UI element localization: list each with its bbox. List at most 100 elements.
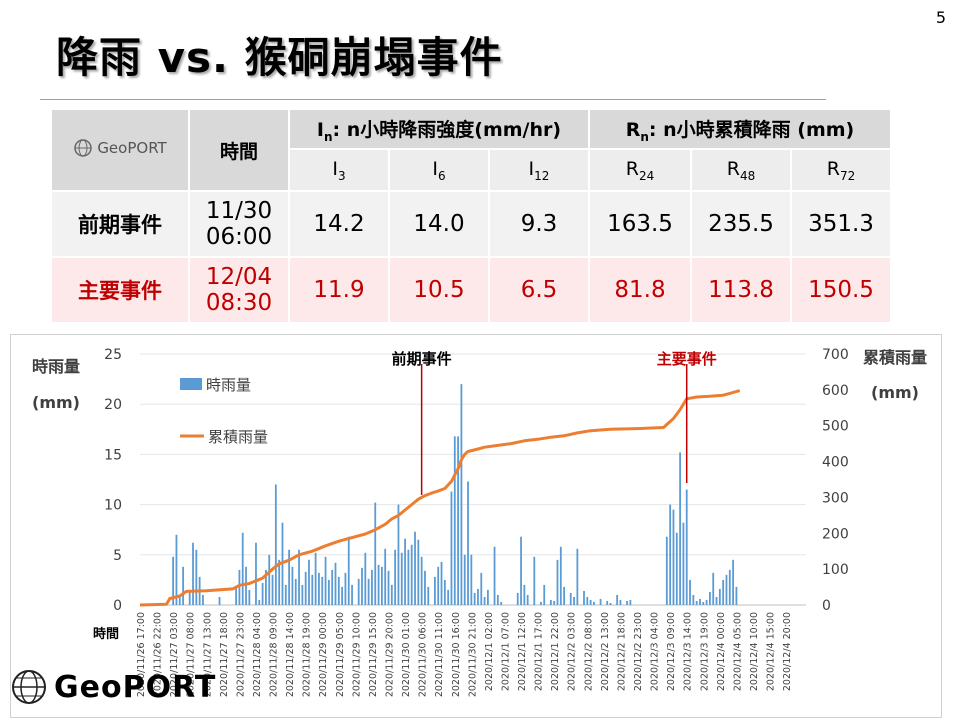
- right-tick-label: 200: [822, 526, 849, 542]
- left-tick-label: 25: [104, 347, 122, 363]
- intensity-header: In: n小時降雨強度(mm/hr): [288, 108, 590, 150]
- x-tick-label: 2020/11/30 06:00: [418, 612, 429, 697]
- rain-bar: [397, 504, 400, 605]
- left-tick-label: 20: [104, 397, 122, 413]
- right-tick-label: 700: [822, 347, 849, 363]
- rain-bar: [573, 596, 575, 605]
- rain-bar: [443, 579, 446, 605]
- x-tick-label: 2020/11/27 08:00: [186, 612, 197, 697]
- legend-label-cumulative: 累積雨量: [208, 428, 268, 446]
- rain-bar: [463, 554, 466, 605]
- table-row: 前期事件 11/30 06:00 14.2 14.0 9.3 163.5 235.…: [50, 190, 892, 258]
- table-logo-cell: GeoPORT: [50, 108, 190, 192]
- left-tick-label: 10: [104, 498, 122, 514]
- right-tick-label: 600: [822, 383, 849, 399]
- x-tick-label: 2020/11/28 14:00: [285, 612, 296, 697]
- rain-bar: [407, 549, 410, 605]
- row-time: 12/04 08:30: [188, 256, 290, 324]
- rain-bar: [364, 552, 367, 605]
- x-axis-title: 時間: [93, 626, 119, 642]
- cumulative-line: [139, 389, 741, 607]
- rain-bar: [626, 600, 628, 605]
- rain-bar: [705, 599, 708, 605]
- rain-bar: [331, 569, 334, 605]
- value-cell: 11.9: [288, 256, 390, 324]
- rain-bar: [344, 572, 347, 605]
- rain-bar: [390, 584, 393, 605]
- rain-bar: [433, 576, 436, 605]
- rain-bar: [188, 589, 191, 605]
- rain-bar: [261, 582, 264, 605]
- rain-bar: [195, 549, 198, 605]
- right-axis-unit: (mm): [871, 383, 919, 402]
- rain-bar: [467, 481, 469, 605]
- rain-bar: [473, 592, 476, 605]
- rain-bar: [337, 576, 340, 605]
- subheader-r48: R48: [690, 148, 792, 192]
- rain-bar: [258, 599, 261, 605]
- x-tick-label: 2020/12/2 03:00: [567, 612, 578, 691]
- rain-bar: [606, 600, 609, 605]
- rainfall-table: GeoPORT 時間 In: n小時降雨強度(mm/hr) Rn: n小時累積降…: [50, 108, 892, 324]
- logo-text-small: GeoPORT: [97, 139, 167, 157]
- rain-bar: [420, 556, 423, 605]
- x-tick-label: 2020/11/29 00:00: [318, 612, 329, 697]
- geoport-logo: GeoPORT: [10, 668, 216, 706]
- rain-bar: [284, 584, 287, 605]
- rain-bar: [324, 556, 327, 605]
- rain-bar: [526, 594, 529, 605]
- rain-bar: [321, 576, 324, 605]
- x-tick-label: 2020/12/3 19:00: [699, 612, 710, 691]
- value-cell: 14.2: [288, 190, 390, 258]
- x-tick-label: 2020/11/27 03:00: [169, 612, 180, 697]
- rain-bar: [523, 584, 526, 605]
- rain-bar: [294, 578, 297, 605]
- rain-bar: [453, 436, 456, 605]
- x-tick-label: 2020/11/29 15:00: [368, 612, 379, 697]
- x-tick-label: 2020/12/4 10:00: [749, 612, 760, 691]
- rain-bar: [576, 548, 579, 605]
- x-tick-label: 2020/11/26 22:00: [153, 612, 164, 697]
- right-tick-label: 400: [822, 455, 849, 471]
- rain-bar: [334, 562, 337, 605]
- rain-bar: [483, 596, 486, 605]
- subheader-r24: R24: [588, 148, 692, 192]
- rain-bar: [553, 600, 556, 605]
- rain-bar: [380, 566, 383, 605]
- right-tick-label: 300: [822, 490, 849, 506]
- rain-bar: [255, 542, 257, 605]
- x-tick-label: 2020/12/1 22:00: [550, 612, 561, 691]
- cumulative-header: Rn: n小時累積降雨 (mm): [588, 108, 892, 150]
- rain-bar: [616, 594, 619, 605]
- rain-bar: [327, 579, 330, 605]
- x-tick-label: 2020/11/27 18:00: [219, 612, 230, 697]
- rain-bar: [367, 578, 370, 605]
- rain-bar: [238, 569, 241, 605]
- rain-bar: [699, 598, 701, 605]
- rain-bar: [301, 584, 304, 605]
- rain-bar: [437, 566, 440, 605]
- rain-bar: [516, 592, 519, 605]
- value-cell: 113.8: [690, 256, 792, 324]
- rain-bar: [288, 549, 291, 605]
- rain-bar: [520, 536, 522, 605]
- right-tick-label: 0: [822, 598, 831, 614]
- value-cell: 9.3: [488, 190, 590, 258]
- rain-bar: [675, 532, 678, 605]
- rain-bar: [218, 596, 221, 605]
- x-tick-label: 2020/12/4 15:00: [766, 612, 777, 691]
- rain-bar: [347, 536, 350, 605]
- value-cell: 6.5: [488, 256, 590, 324]
- rain-bar: [599, 598, 602, 605]
- rain-bar: [361, 567, 363, 605]
- rain-bar: [248, 589, 251, 605]
- x-tick-label: 2020/11/30 16:00: [451, 612, 462, 697]
- rain-bar: [298, 549, 300, 605]
- rain-bar: [732, 559, 735, 605]
- rain-bar: [450, 491, 453, 605]
- rain-bar: [735, 586, 738, 605]
- rain-bar: [387, 570, 390, 605]
- value-cell: 163.5: [588, 190, 692, 258]
- rain-bar: [374, 502, 377, 605]
- legend-swatch-rain: [180, 378, 202, 390]
